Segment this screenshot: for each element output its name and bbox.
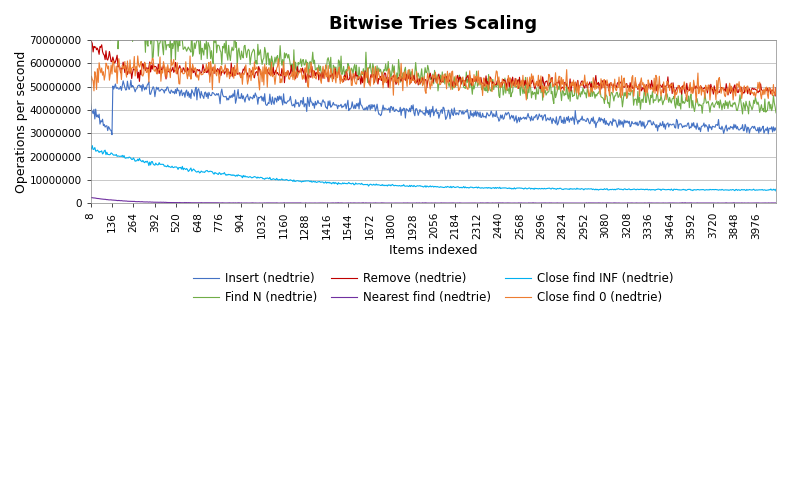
Insert (nedtrie) <box>126 77 135 83</box>
Remove (nedtrie) <box>770 93 780 99</box>
Close find INF (nedtrie) <box>503 186 513 192</box>
Close find 0 (nedtrie) <box>691 99 701 105</box>
Find N (nedtrie) <box>524 84 533 90</box>
Find N (nedtrie) <box>738 111 747 117</box>
Nearest find (nedtrie) <box>607 200 616 206</box>
Find N (nedtrie) <box>771 110 781 116</box>
Line: Nearest find (nedtrie): Nearest find (nedtrie) <box>90 197 776 203</box>
Close find INF (nedtrie) <box>88 143 97 148</box>
Nearest find (nedtrie) <box>500 200 509 206</box>
Close find 0 (nedtrie) <box>771 86 781 92</box>
Insert (nedtrie) <box>504 109 513 115</box>
Remove (nedtrie) <box>771 85 781 91</box>
Insert (nedtrie) <box>524 114 534 120</box>
Close find INF (nedtrie) <box>129 155 138 161</box>
Close find INF (nedtrie) <box>607 187 616 192</box>
Line: Close find 0 (nedtrie): Close find 0 (nedtrie) <box>90 56 776 102</box>
Find N (nedtrie) <box>485 85 494 91</box>
Insert (nedtrie) <box>678 125 687 131</box>
Title: Bitwise Tries Scaling: Bitwise Tries Scaling <box>329 15 537 33</box>
Find N (nedtrie) <box>677 89 687 95</box>
Close find 0 (nedtrie) <box>503 82 513 88</box>
Y-axis label: Operations per second: Operations per second <box>15 50 28 193</box>
Find N (nedtrie) <box>503 88 513 94</box>
Nearest find (nedtrie) <box>85 194 95 200</box>
Line: Insert (nedtrie): Insert (nedtrie) <box>90 80 776 135</box>
Close find 0 (nedtrie) <box>85 82 95 88</box>
Remove (nedtrie) <box>128 70 138 75</box>
Insert (nedtrie) <box>85 100 95 106</box>
Close find INF (nedtrie) <box>485 185 494 191</box>
Line: Find N (nedtrie): Find N (nedtrie) <box>90 0 776 114</box>
Insert (nedtrie) <box>607 122 617 128</box>
Remove (nedtrie) <box>606 80 615 86</box>
Close find 0 (nedtrie) <box>607 80 616 85</box>
Line: Remove (nedtrie): Remove (nedtrie) <box>90 35 776 96</box>
Remove (nedtrie) <box>484 82 494 88</box>
Find N (nedtrie) <box>129 16 138 22</box>
Find N (nedtrie) <box>607 89 616 95</box>
Nearest find (nedtrie) <box>524 200 533 206</box>
Close find 0 (nedtrie) <box>128 64 138 70</box>
Legend: Insert (nedtrie), Find N (nedtrie), Remove (nedtrie), Nearest find (nedtrie), Cl: Insert (nedtrie), Find N (nedtrie), Remo… <box>188 268 679 309</box>
Nearest find (nedtrie) <box>677 200 687 206</box>
Nearest find (nedtrie) <box>484 200 494 206</box>
Insert (nedtrie) <box>130 86 139 92</box>
Line: Close find INF (nedtrie): Close find INF (nedtrie) <box>90 145 776 191</box>
Remove (nedtrie) <box>523 82 532 88</box>
Remove (nedtrie) <box>676 85 686 91</box>
Remove (nedtrie) <box>85 32 95 38</box>
Remove (nedtrie) <box>501 85 511 91</box>
Nearest find (nedtrie) <box>128 199 138 204</box>
Nearest find (nedtrie) <box>503 200 513 206</box>
Close find 0 (nedtrie) <box>524 86 533 92</box>
Close find INF (nedtrie) <box>524 186 533 192</box>
Insert (nedtrie) <box>486 111 495 117</box>
Close find INF (nedtrie) <box>85 145 95 151</box>
Close find INF (nedtrie) <box>677 187 687 193</box>
Close find 0 (nedtrie) <box>133 53 142 59</box>
Close find 0 (nedtrie) <box>485 74 494 80</box>
Nearest find (nedtrie) <box>771 200 781 206</box>
Close find INF (nedtrie) <box>771 188 781 194</box>
Close find 0 (nedtrie) <box>677 84 687 89</box>
X-axis label: Items indexed: Items indexed <box>389 244 478 257</box>
Insert (nedtrie) <box>108 132 117 138</box>
Insert (nedtrie) <box>771 127 781 133</box>
